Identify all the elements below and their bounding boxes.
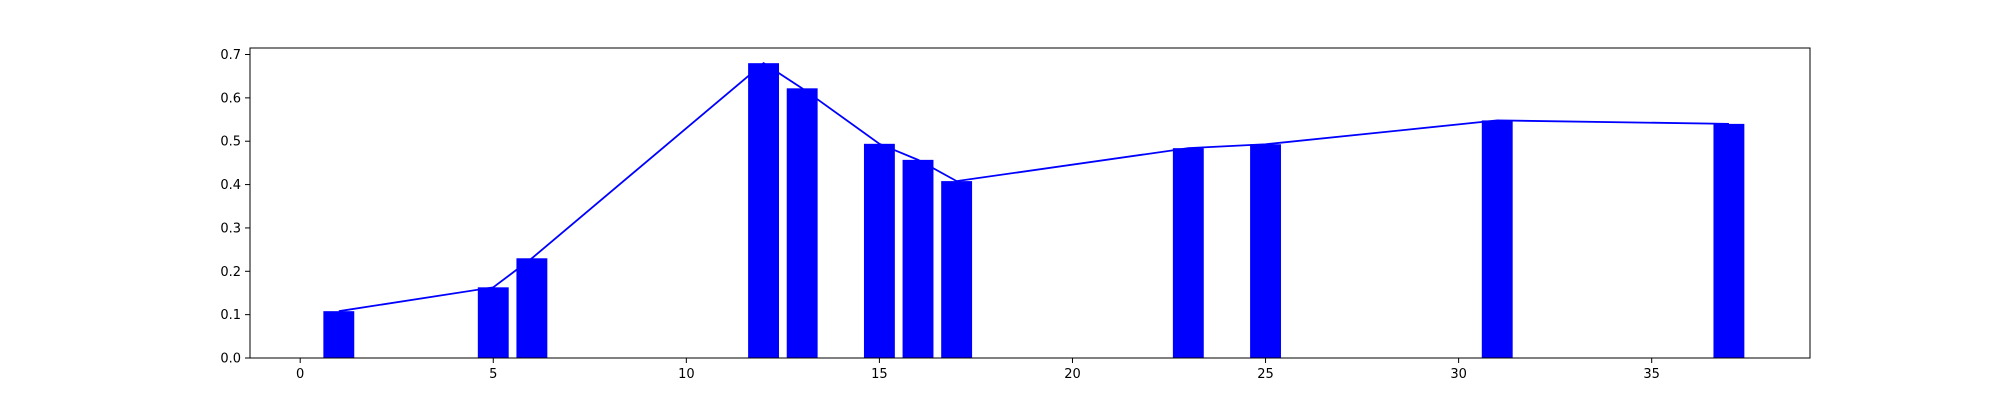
x-tick-label: 5 [489, 367, 497, 382]
plot-area-frame [249, 47, 1811, 359]
x-tick-label: 25 [1257, 367, 1274, 382]
bar [323, 311, 355, 358]
y-tick-label: 0.5 [220, 135, 241, 150]
y-tick-label: 0.4 [220, 178, 241, 193]
y-tick-label: 0.7 [220, 48, 241, 63]
bar [863, 143, 895, 358]
y-tick-label: 0.6 [220, 91, 241, 106]
bar [1250, 144, 1281, 358]
x-tick-label: 30 [1450, 367, 1467, 382]
bar [477, 287, 509, 358]
y-tick-label: 0.0 [220, 352, 241, 367]
x-tick-label: 15 [871, 367, 888, 382]
y-axis: 0.0 0.1 0.2 0.3 0.4 0.5 0.6 0.7 [220, 48, 250, 367]
series-line [338, 62, 1729, 313]
bar [748, 63, 780, 358]
x-tick-label: 35 [1643, 367, 1660, 382]
y-tick-label: 0.1 [220, 308, 241, 323]
x-axis: 0 5 10 15 20 25 30 35 [296, 358, 1660, 382]
bar [902, 159, 934, 358]
x-tick-label: 0 [296, 367, 304, 382]
y-tick-label: 0.3 [220, 221, 241, 236]
line-layer [338, 62, 1729, 313]
bar [1172, 148, 1204, 358]
bar [1481, 120, 1513, 358]
bar [941, 181, 973, 358]
y-tick-label: 0.2 [220, 265, 241, 280]
bar [516, 258, 548, 358]
x-tick-label: 20 [1064, 367, 1081, 382]
bar [786, 88, 818, 358]
bars-layer [323, 63, 1745, 359]
bar [1713, 123, 1745, 359]
x-tick-label: 10 [678, 367, 695, 382]
